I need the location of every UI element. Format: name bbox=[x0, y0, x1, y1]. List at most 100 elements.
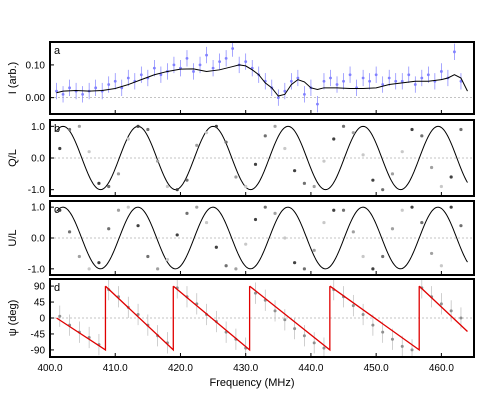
y-tick-label: -1.0 bbox=[28, 264, 46, 275]
data-point bbox=[390, 337, 394, 341]
data-point bbox=[410, 348, 414, 352]
data-point bbox=[341, 124, 346, 128]
data-point bbox=[172, 63, 176, 67]
frequency-axis: 400.0 410.0 420.0 430.0 440.0 450.0 460.0 bbox=[37, 363, 454, 374]
data-point bbox=[175, 233, 179, 237]
y-axis-label: I (arb.) bbox=[7, 62, 19, 94]
figure-panels: 0.00 0.10 a I (arb.) -1.0 0.0 1.0 b Q/L -1.0 0.0 1.… bbox=[7, 41, 475, 358]
data-point bbox=[244, 184, 248, 189]
data-point bbox=[126, 205, 130, 209]
panel-plot-area bbox=[50, 279, 474, 357]
y-tick-label: 0.0 bbox=[31, 234, 45, 245]
data-point bbox=[400, 208, 404, 212]
x-tick-label: 450.0 bbox=[364, 363, 389, 374]
data-point bbox=[159, 73, 163, 77]
data-point bbox=[371, 267, 375, 271]
y-axis-label: ψ (deg) bbox=[7, 300, 19, 337]
x-axis-label: Frequency (MHz) bbox=[210, 377, 295, 389]
data-point bbox=[351, 230, 355, 234]
y-tick-label: 90 bbox=[34, 282, 46, 293]
data-point bbox=[273, 124, 277, 128]
data-point bbox=[329, 76, 332, 80]
panel-frame bbox=[49, 41, 475, 115]
data-point bbox=[244, 60, 248, 64]
data-point bbox=[322, 79, 326, 83]
data-point bbox=[312, 341, 316, 345]
data-point bbox=[381, 254, 385, 259]
data-point bbox=[224, 56, 228, 60]
data-point bbox=[342, 79, 345, 83]
data-point bbox=[430, 251, 434, 256]
y-tick-label: 45 bbox=[34, 298, 46, 309]
y-axis-label: U/L bbox=[7, 229, 19, 246]
data-point bbox=[234, 175, 238, 179]
data-point bbox=[420, 76, 424, 80]
y-tick-label: -90 bbox=[31, 345, 46, 356]
data-point bbox=[283, 146, 287, 151]
data-point bbox=[316, 102, 319, 106]
x-tick-label: 410.0 bbox=[103, 363, 128, 374]
data-point bbox=[289, 79, 293, 83]
data-point bbox=[224, 140, 228, 144]
data-point bbox=[136, 124, 140, 128]
data-point bbox=[439, 302, 443, 306]
data-point bbox=[459, 316, 463, 320]
data-point bbox=[185, 211, 189, 215]
y-tick-label: 0.0 bbox=[31, 154, 45, 165]
data-point bbox=[273, 309, 277, 313]
data-point bbox=[420, 220, 424, 225]
data-point bbox=[335, 83, 339, 86]
data-point bbox=[214, 245, 218, 249]
y-tick-label: 1.0 bbox=[31, 122, 45, 133]
data-point bbox=[361, 312, 365, 316]
data-point bbox=[276, 96, 280, 100]
data-point bbox=[449, 205, 453, 209]
x-tick-label: 440.0 bbox=[298, 363, 323, 374]
data-point bbox=[185, 56, 189, 60]
panel-a: 0.00 0.10 a I (arb.) bbox=[7, 41, 475, 115]
panel-b: -1.0 0.0 1.0 b Q/L bbox=[7, 119, 475, 197]
data-point bbox=[332, 137, 336, 141]
data-point bbox=[341, 208, 346, 212]
data-point bbox=[332, 208, 336, 212]
model-curve bbox=[56, 125, 468, 191]
data-point bbox=[55, 89, 58, 93]
data-point bbox=[253, 217, 258, 222]
data-point bbox=[351, 304, 355, 308]
data-point bbox=[116, 208, 121, 212]
data-point bbox=[302, 267, 306, 271]
panel-label: b bbox=[54, 123, 60, 135]
data-point bbox=[139, 73, 143, 77]
data-point bbox=[293, 261, 297, 265]
data-point bbox=[126, 76, 130, 80]
data-point bbox=[296, 76, 300, 80]
data-point bbox=[107, 83, 111, 86]
x-tick-label: 430.0 bbox=[233, 363, 258, 374]
y-tick-label: 1.0 bbox=[31, 203, 45, 214]
data-point bbox=[400, 150, 404, 154]
data-point bbox=[67, 230, 72, 234]
data-point bbox=[374, 73, 378, 77]
data-point bbox=[439, 184, 443, 189]
panel-label: c bbox=[54, 204, 60, 216]
data-point bbox=[87, 267, 91, 271]
panel-label: d bbox=[54, 282, 60, 294]
data-point bbox=[381, 188, 385, 192]
data-point bbox=[68, 86, 71, 90]
data-point bbox=[283, 236, 287, 240]
data-point bbox=[165, 184, 170, 189]
data-point bbox=[430, 165, 434, 170]
data-point bbox=[351, 131, 355, 135]
data-point bbox=[371, 178, 375, 182]
data-point bbox=[198, 63, 202, 67]
panel-plot-area bbox=[50, 205, 474, 271]
data-point bbox=[453, 50, 456, 54]
data-point bbox=[107, 227, 111, 231]
data-point bbox=[195, 205, 199, 209]
data-point bbox=[302, 334, 306, 338]
data-point bbox=[61, 92, 65, 96]
x-tick-label: 420.0 bbox=[168, 363, 193, 374]
data-point bbox=[58, 208, 62, 212]
data-point bbox=[146, 127, 150, 132]
